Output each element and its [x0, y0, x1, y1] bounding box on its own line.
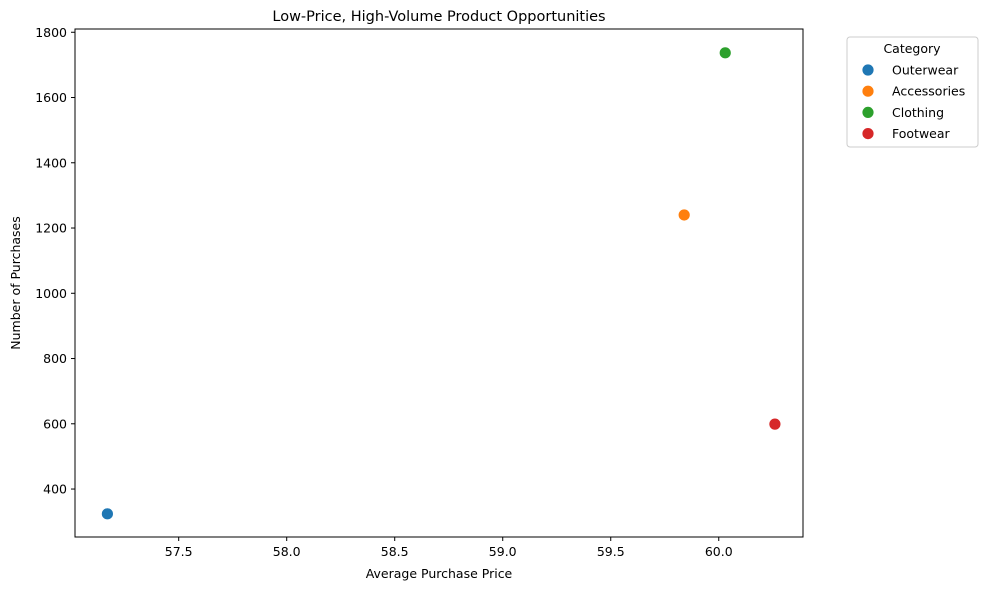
data-point-outerwear	[101, 507, 114, 521]
y-axis: 400 600 800 1000 1200 1400 1600 1800	[35, 25, 75, 497]
x-tick-label: 60.0	[705, 544, 733, 559]
legend-marker-footwear	[861, 127, 875, 141]
chart-title: Low-Price, High-Volume Product Opportuni…	[272, 9, 605, 25]
legend-marker-outerwear	[861, 63, 875, 77]
legend-title: Category	[883, 41, 941, 56]
data-point-accessories	[677, 208, 691, 222]
y-tick-label: 600	[43, 416, 67, 431]
x-tick-label: 58.5	[381, 544, 409, 559]
legend-items: Outerwear Accessories Clothing Footwear	[861, 63, 965, 141]
legend: Category Outerwear Accessories Clothing Foo…	[846, 36, 979, 148]
legend-label-outerwear: Outerwear	[892, 63, 959, 78]
x-axis: 57.5 58.0 58.5 59.0 59.5 60.0	[165, 537, 733, 559]
y-tick-label: 1600	[35, 90, 67, 105]
legend-label-clothing: Clothing	[892, 105, 944, 120]
data-point-footwear	[768, 417, 782, 431]
y-axis-label: Number of Purchases	[8, 216, 23, 349]
data-point-clothing	[718, 46, 732, 60]
y-tick-label: 400	[43, 482, 67, 497]
legend-frame	[846, 36, 979, 148]
legend-marker-clothing	[861, 106, 875, 119]
y-tick-label: 800	[43, 351, 67, 366]
data-points	[101, 46, 782, 521]
x-axis-label: Average Purchase Price	[366, 566, 513, 581]
x-tick-label: 59.0	[489, 544, 517, 559]
plot-area-frame	[74, 28, 804, 538]
legend-label-accessories: Accessories	[892, 84, 965, 99]
x-tick-label: 59.5	[597, 544, 625, 559]
x-tick-label: 57.5	[165, 544, 193, 559]
legend-label-footwear: Footwear	[892, 126, 951, 141]
y-tick-label: 1800	[35, 25, 67, 40]
x-tick-label: 58.0	[273, 544, 301, 559]
legend-marker-accessories	[861, 84, 875, 98]
y-tick-label: 1200	[35, 221, 67, 236]
y-tick-label: 1400	[35, 155, 67, 170]
y-tick-label: 1000	[35, 286, 67, 301]
